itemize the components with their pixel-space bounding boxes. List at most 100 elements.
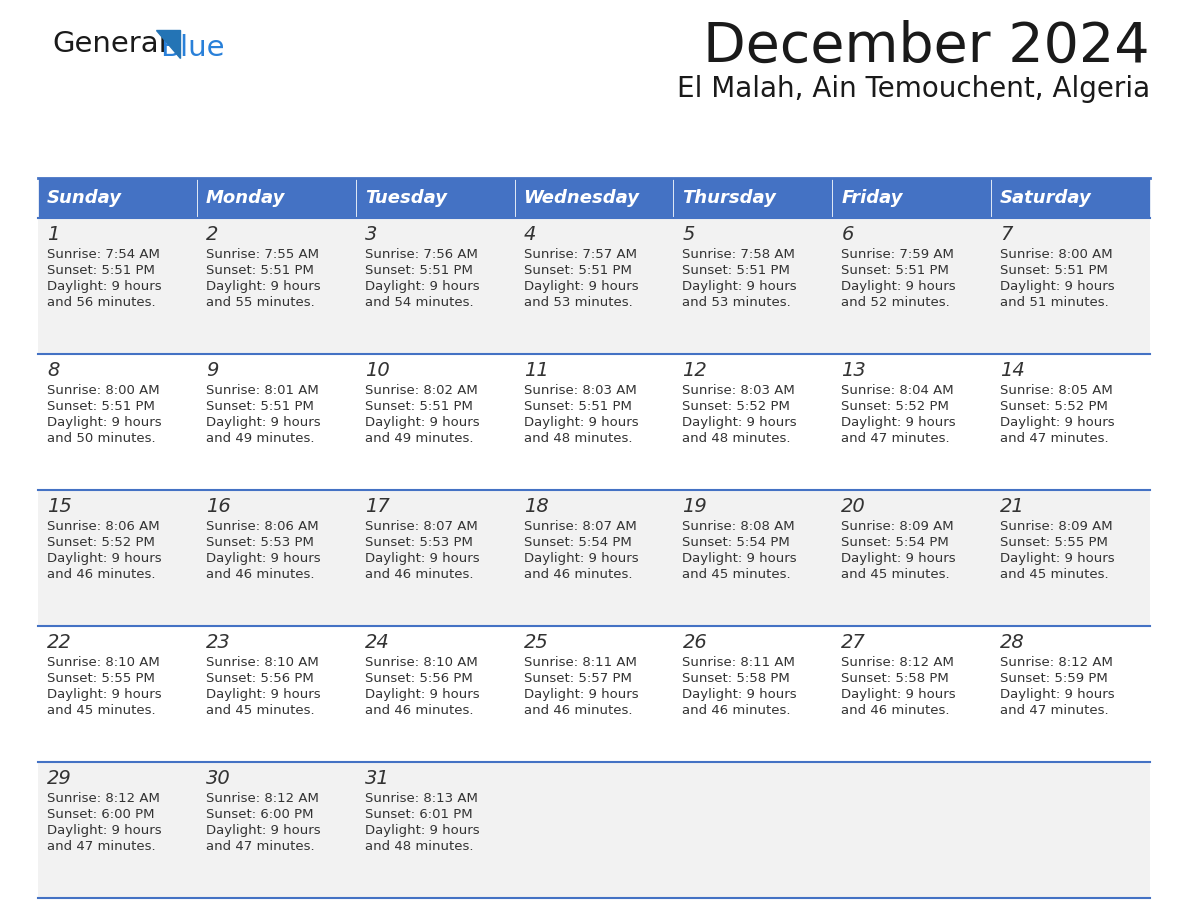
Text: and 47 minutes.: and 47 minutes. <box>1000 704 1108 717</box>
Text: 18: 18 <box>524 497 549 516</box>
Text: Daylight: 9 hours: Daylight: 9 hours <box>524 552 638 565</box>
Text: and 47 minutes.: and 47 minutes. <box>206 840 315 853</box>
Text: Daylight: 9 hours: Daylight: 9 hours <box>841 416 956 429</box>
Text: Sunset: 5:51 PM: Sunset: 5:51 PM <box>365 264 473 277</box>
Bar <box>38 218 197 354</box>
Text: and 56 minutes.: and 56 minutes. <box>48 296 156 309</box>
Text: Monday: Monday <box>206 189 285 207</box>
Text: Sunset: 5:56 PM: Sunset: 5:56 PM <box>365 672 473 685</box>
Text: Daylight: 9 hours: Daylight: 9 hours <box>48 552 162 565</box>
Text: Sunrise: 8:10 AM: Sunrise: 8:10 AM <box>48 656 159 669</box>
Text: and 52 minutes.: and 52 minutes. <box>841 296 950 309</box>
Text: Sunday: Sunday <box>48 189 122 207</box>
Bar <box>197 218 355 354</box>
Text: Sunrise: 8:12 AM: Sunrise: 8:12 AM <box>48 792 160 805</box>
Text: Daylight: 9 hours: Daylight: 9 hours <box>1000 280 1114 293</box>
Text: Daylight: 9 hours: Daylight: 9 hours <box>206 824 321 837</box>
Bar <box>991 490 1150 626</box>
Polygon shape <box>156 30 181 58</box>
Text: 2: 2 <box>206 225 219 244</box>
Text: 19: 19 <box>682 497 707 516</box>
Text: Sunrise: 8:00 AM: Sunrise: 8:00 AM <box>1000 248 1113 261</box>
Bar <box>197 354 355 490</box>
Text: Sunrise: 8:09 AM: Sunrise: 8:09 AM <box>841 520 954 533</box>
Bar <box>197 490 355 626</box>
Bar <box>674 490 833 626</box>
Text: Daylight: 9 hours: Daylight: 9 hours <box>524 280 638 293</box>
Bar <box>355 354 514 490</box>
Text: Sunset: 5:59 PM: Sunset: 5:59 PM <box>1000 672 1108 685</box>
Text: 5: 5 <box>682 225 695 244</box>
Text: Daylight: 9 hours: Daylight: 9 hours <box>206 416 321 429</box>
Text: and 49 minutes.: and 49 minutes. <box>365 432 473 445</box>
Bar <box>355 762 514 898</box>
Text: Sunset: 6:00 PM: Sunset: 6:00 PM <box>48 808 154 821</box>
Bar <box>674 354 833 490</box>
Text: 27: 27 <box>841 633 866 652</box>
Text: Daylight: 9 hours: Daylight: 9 hours <box>48 280 162 293</box>
Text: Sunset: 5:53 PM: Sunset: 5:53 PM <box>365 536 473 549</box>
Text: Daylight: 9 hours: Daylight: 9 hours <box>48 416 162 429</box>
Text: Daylight: 9 hours: Daylight: 9 hours <box>48 688 162 701</box>
Text: Sunrise: 8:09 AM: Sunrise: 8:09 AM <box>1000 520 1113 533</box>
Text: Sunset: 5:54 PM: Sunset: 5:54 PM <box>682 536 790 549</box>
Bar <box>833 218 991 354</box>
Text: and 55 minutes.: and 55 minutes. <box>206 296 315 309</box>
Text: and 47 minutes.: and 47 minutes. <box>1000 432 1108 445</box>
Text: Sunrise: 8:00 AM: Sunrise: 8:00 AM <box>48 384 159 397</box>
Text: Sunset: 5:56 PM: Sunset: 5:56 PM <box>206 672 314 685</box>
Text: and 46 minutes.: and 46 minutes. <box>48 568 156 581</box>
Text: 14: 14 <box>1000 361 1025 380</box>
Text: Sunset: 5:55 PM: Sunset: 5:55 PM <box>48 672 154 685</box>
Text: 16: 16 <box>206 497 230 516</box>
Text: and 45 minutes.: and 45 minutes. <box>841 568 950 581</box>
Text: Sunrise: 8:11 AM: Sunrise: 8:11 AM <box>682 656 795 669</box>
Text: Sunrise: 7:58 AM: Sunrise: 7:58 AM <box>682 248 795 261</box>
Bar <box>514 178 674 218</box>
Text: Daylight: 9 hours: Daylight: 9 hours <box>524 688 638 701</box>
Text: 12: 12 <box>682 361 707 380</box>
Bar <box>38 354 197 490</box>
Text: Sunset: 5:53 PM: Sunset: 5:53 PM <box>206 536 314 549</box>
Text: Sunset: 6:00 PM: Sunset: 6:00 PM <box>206 808 314 821</box>
Text: 25: 25 <box>524 633 549 652</box>
Text: Sunrise: 8:13 AM: Sunrise: 8:13 AM <box>365 792 478 805</box>
Text: and 46 minutes.: and 46 minutes. <box>841 704 949 717</box>
Text: Sunset: 5:58 PM: Sunset: 5:58 PM <box>841 672 949 685</box>
Text: 20: 20 <box>841 497 866 516</box>
Text: Sunrise: 7:57 AM: Sunrise: 7:57 AM <box>524 248 637 261</box>
Bar <box>674 178 833 218</box>
Bar <box>991 626 1150 762</box>
Text: Sunset: 5:57 PM: Sunset: 5:57 PM <box>524 672 632 685</box>
Text: 17: 17 <box>365 497 390 516</box>
Text: Sunset: 5:52 PM: Sunset: 5:52 PM <box>48 536 154 549</box>
Text: Daylight: 9 hours: Daylight: 9 hours <box>682 688 797 701</box>
Text: Wednesday: Wednesday <box>524 189 639 207</box>
Bar <box>514 490 674 626</box>
Text: Sunrise: 8:02 AM: Sunrise: 8:02 AM <box>365 384 478 397</box>
Text: Daylight: 9 hours: Daylight: 9 hours <box>48 824 162 837</box>
Bar <box>833 762 991 898</box>
Text: 30: 30 <box>206 769 230 788</box>
Text: Sunset: 5:51 PM: Sunset: 5:51 PM <box>206 264 314 277</box>
Text: 31: 31 <box>365 769 390 788</box>
Text: and 46 minutes.: and 46 minutes. <box>524 704 632 717</box>
Text: Sunset: 5:52 PM: Sunset: 5:52 PM <box>841 400 949 413</box>
Text: Sunset: 5:51 PM: Sunset: 5:51 PM <box>365 400 473 413</box>
Text: Daylight: 9 hours: Daylight: 9 hours <box>682 416 797 429</box>
Text: Sunset: 5:54 PM: Sunset: 5:54 PM <box>841 536 949 549</box>
Text: 21: 21 <box>1000 497 1025 516</box>
Text: Daylight: 9 hours: Daylight: 9 hours <box>1000 688 1114 701</box>
Text: 6: 6 <box>841 225 854 244</box>
Text: Sunset: 5:51 PM: Sunset: 5:51 PM <box>841 264 949 277</box>
Text: Sunrise: 8:03 AM: Sunrise: 8:03 AM <box>682 384 795 397</box>
Text: Sunrise: 8:12 AM: Sunrise: 8:12 AM <box>1000 656 1113 669</box>
Text: Tuesday: Tuesday <box>365 189 447 207</box>
Text: and 45 minutes.: and 45 minutes. <box>48 704 156 717</box>
Text: 22: 22 <box>48 633 71 652</box>
Text: Blue: Blue <box>160 34 225 62</box>
Text: Daylight: 9 hours: Daylight: 9 hours <box>206 552 321 565</box>
Text: 11: 11 <box>524 361 549 380</box>
Text: 29: 29 <box>48 769 71 788</box>
Text: Daylight: 9 hours: Daylight: 9 hours <box>365 552 479 565</box>
